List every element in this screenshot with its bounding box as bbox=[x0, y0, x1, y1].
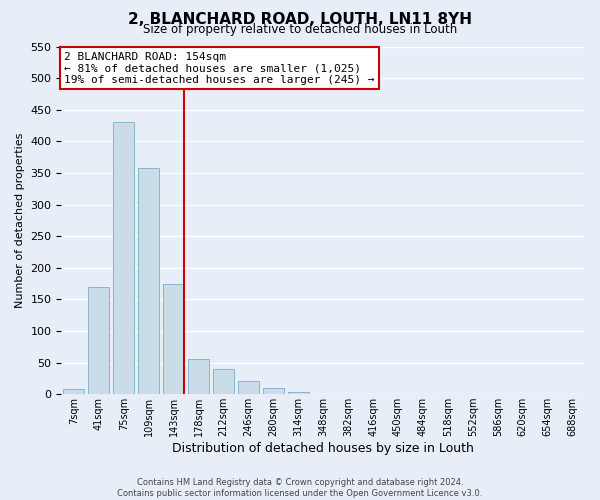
Bar bbox=[238, 381, 259, 394]
Text: Contains HM Land Registry data © Crown copyright and database right 2024.
Contai: Contains HM Land Registry data © Crown c… bbox=[118, 478, 482, 498]
Bar bbox=[163, 284, 184, 394]
Y-axis label: Number of detached properties: Number of detached properties bbox=[15, 132, 25, 308]
Text: 2, BLANCHARD ROAD, LOUTH, LN11 8YH: 2, BLANCHARD ROAD, LOUTH, LN11 8YH bbox=[128, 12, 472, 28]
Bar bbox=[63, 389, 85, 394]
Bar bbox=[138, 168, 159, 394]
Bar bbox=[213, 369, 234, 394]
Text: Size of property relative to detached houses in Louth: Size of property relative to detached ho… bbox=[143, 22, 457, 36]
Text: 2 BLANCHARD ROAD: 154sqm
← 81% of detached houses are smaller (1,025)
19% of sem: 2 BLANCHARD ROAD: 154sqm ← 81% of detach… bbox=[64, 52, 374, 85]
Bar bbox=[88, 286, 109, 394]
Bar bbox=[263, 388, 284, 394]
Bar bbox=[113, 122, 134, 394]
Bar bbox=[188, 360, 209, 394]
X-axis label: Distribution of detached houses by size in Louth: Distribution of detached houses by size … bbox=[172, 442, 474, 455]
Bar bbox=[287, 392, 309, 394]
